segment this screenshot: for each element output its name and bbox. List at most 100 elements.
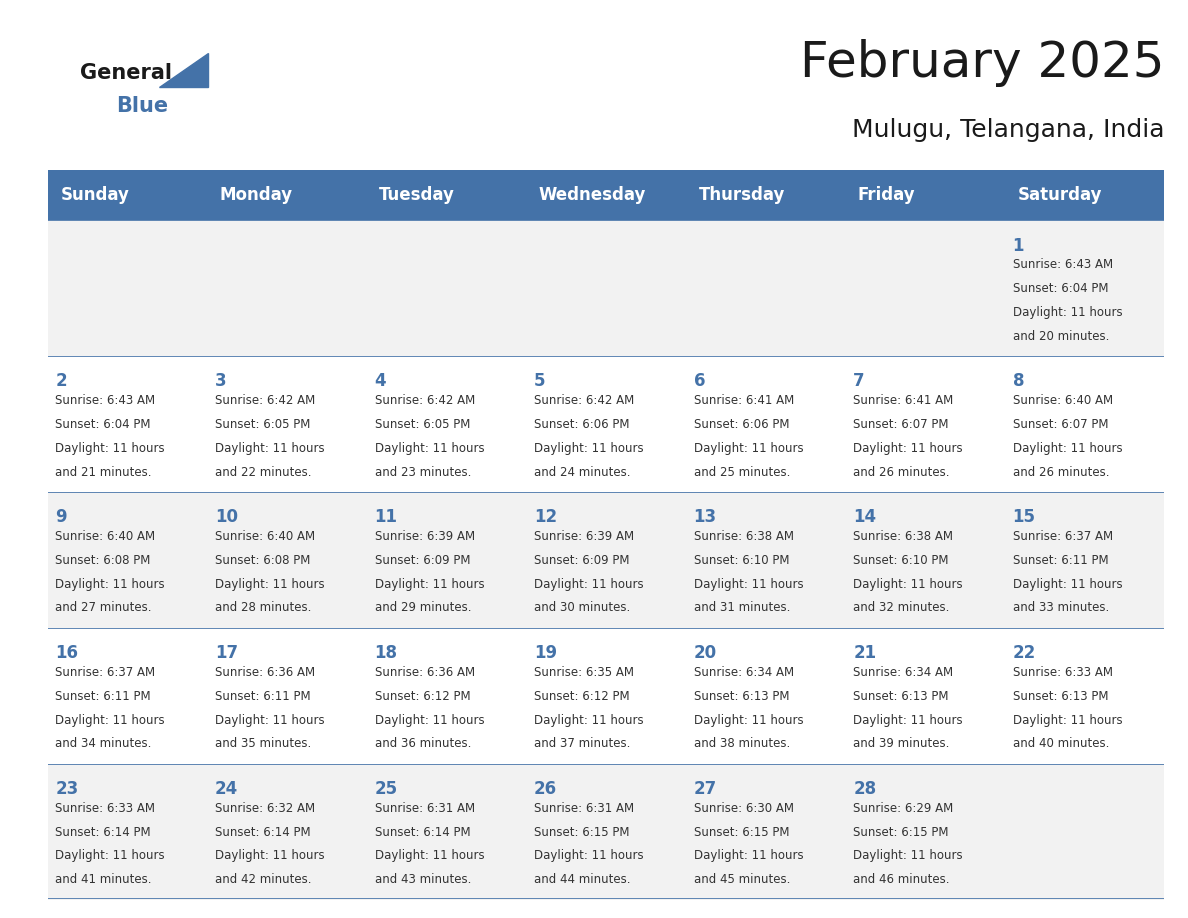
Text: 28: 28 (853, 780, 877, 798)
Text: and 25 minutes.: and 25 minutes. (694, 465, 790, 478)
Text: 1: 1 (1012, 237, 1024, 254)
Text: and 45 minutes.: and 45 minutes. (694, 873, 790, 886)
Text: Sunset: 6:11 PM: Sunset: 6:11 PM (215, 689, 310, 703)
Text: Tuesday: Tuesday (379, 186, 455, 204)
FancyBboxPatch shape (685, 170, 845, 220)
Text: Daylight: 11 hours: Daylight: 11 hours (694, 849, 803, 862)
Text: Sunset: 6:09 PM: Sunset: 6:09 PM (535, 554, 630, 567)
Text: Daylight: 11 hours: Daylight: 11 hours (853, 713, 962, 726)
Text: Sunset: 6:10 PM: Sunset: 6:10 PM (853, 554, 949, 567)
Text: Mulugu, Telangana, India: Mulugu, Telangana, India (852, 118, 1164, 142)
Text: Daylight: 11 hours: Daylight: 11 hours (694, 577, 803, 590)
Text: and 24 minutes.: and 24 minutes. (535, 465, 631, 478)
Text: Sunrise: 6:31 AM: Sunrise: 6:31 AM (374, 801, 475, 815)
Text: Daylight: 11 hours: Daylight: 11 hours (374, 577, 485, 590)
Text: Daylight: 11 hours: Daylight: 11 hours (215, 713, 324, 726)
Text: and 46 minutes.: and 46 minutes. (853, 873, 949, 886)
Text: Sunset: 6:05 PM: Sunset: 6:05 PM (215, 418, 310, 431)
Text: and 28 minutes.: and 28 minutes. (215, 601, 311, 614)
Text: and 35 minutes.: and 35 minutes. (215, 737, 311, 750)
Text: and 26 minutes.: and 26 minutes. (853, 465, 949, 478)
FancyBboxPatch shape (845, 628, 1005, 764)
Text: Sunset: 6:11 PM: Sunset: 6:11 PM (1012, 554, 1108, 567)
Text: Sunset: 6:11 PM: Sunset: 6:11 PM (56, 689, 151, 703)
Text: Daylight: 11 hours: Daylight: 11 hours (56, 713, 165, 726)
Text: and 32 minutes.: and 32 minutes. (853, 601, 949, 614)
Polygon shape (159, 53, 208, 87)
Text: Sunset: 6:15 PM: Sunset: 6:15 PM (853, 825, 949, 839)
Text: Sunset: 6:09 PM: Sunset: 6:09 PM (374, 554, 470, 567)
Text: Sunrise: 6:30 AM: Sunrise: 6:30 AM (694, 801, 794, 815)
Text: 18: 18 (374, 644, 398, 662)
Text: Saturday: Saturday (1017, 186, 1102, 204)
Text: Sunrise: 6:39 AM: Sunrise: 6:39 AM (374, 530, 475, 543)
Text: 15: 15 (1012, 509, 1036, 526)
Text: Sunset: 6:14 PM: Sunset: 6:14 PM (374, 825, 470, 839)
Text: Sunset: 6:13 PM: Sunset: 6:13 PM (694, 689, 789, 703)
Text: Sunrise: 6:37 AM: Sunrise: 6:37 AM (56, 666, 156, 679)
Text: Sunrise: 6:43 AM: Sunrise: 6:43 AM (1012, 258, 1113, 272)
Text: and 22 minutes.: and 22 minutes. (215, 465, 311, 478)
Text: Sunset: 6:06 PM: Sunset: 6:06 PM (694, 418, 789, 431)
Text: and 21 minutes.: and 21 minutes. (56, 465, 152, 478)
Text: Sunrise: 6:39 AM: Sunrise: 6:39 AM (535, 530, 634, 543)
Text: Sunrise: 6:41 AM: Sunrise: 6:41 AM (853, 394, 954, 408)
Text: Daylight: 11 hours: Daylight: 11 hours (535, 849, 644, 862)
Text: Daylight: 11 hours: Daylight: 11 hours (374, 713, 485, 726)
FancyBboxPatch shape (207, 492, 367, 628)
Text: Daylight: 11 hours: Daylight: 11 hours (535, 713, 644, 726)
FancyBboxPatch shape (1005, 356, 1164, 492)
FancyBboxPatch shape (685, 220, 845, 356)
Text: Sunrise: 6:33 AM: Sunrise: 6:33 AM (56, 801, 156, 815)
Text: 21: 21 (853, 644, 877, 662)
Text: 26: 26 (535, 780, 557, 798)
FancyBboxPatch shape (526, 170, 685, 220)
Text: Sunrise: 6:33 AM: Sunrise: 6:33 AM (1012, 666, 1113, 679)
Text: Sunrise: 6:42 AM: Sunrise: 6:42 AM (374, 394, 475, 408)
Text: Sunset: 6:04 PM: Sunset: 6:04 PM (1012, 282, 1108, 296)
FancyBboxPatch shape (1005, 220, 1164, 356)
Text: 5: 5 (535, 373, 545, 390)
FancyBboxPatch shape (685, 764, 845, 900)
Text: Sunset: 6:07 PM: Sunset: 6:07 PM (853, 418, 949, 431)
Text: 12: 12 (535, 509, 557, 526)
Text: Sunset: 6:13 PM: Sunset: 6:13 PM (1012, 689, 1108, 703)
Text: 7: 7 (853, 373, 865, 390)
Text: and 26 minutes.: and 26 minutes. (1012, 465, 1110, 478)
Text: and 36 minutes.: and 36 minutes. (374, 737, 470, 750)
Text: Sunrise: 6:38 AM: Sunrise: 6:38 AM (694, 530, 794, 543)
FancyBboxPatch shape (367, 356, 526, 492)
Text: Sunrise: 6:40 AM: Sunrise: 6:40 AM (1012, 394, 1113, 408)
Text: and 30 minutes.: and 30 minutes. (535, 601, 631, 614)
Text: Sunrise: 6:36 AM: Sunrise: 6:36 AM (215, 666, 315, 679)
Text: General: General (80, 63, 171, 83)
Text: Daylight: 11 hours: Daylight: 11 hours (215, 577, 324, 590)
FancyBboxPatch shape (207, 356, 367, 492)
FancyBboxPatch shape (526, 220, 685, 356)
FancyBboxPatch shape (845, 764, 1005, 900)
Text: Sunset: 6:14 PM: Sunset: 6:14 PM (215, 825, 310, 839)
FancyBboxPatch shape (367, 220, 526, 356)
Text: Sunset: 6:12 PM: Sunset: 6:12 PM (374, 689, 470, 703)
FancyBboxPatch shape (48, 170, 207, 220)
FancyBboxPatch shape (685, 356, 845, 492)
FancyBboxPatch shape (48, 356, 207, 492)
Text: Daylight: 11 hours: Daylight: 11 hours (56, 577, 165, 590)
Text: 19: 19 (535, 644, 557, 662)
FancyBboxPatch shape (367, 628, 526, 764)
FancyBboxPatch shape (367, 492, 526, 628)
FancyBboxPatch shape (207, 220, 367, 356)
Text: and 34 minutes.: and 34 minutes. (56, 737, 152, 750)
FancyBboxPatch shape (526, 492, 685, 628)
Text: and 42 minutes.: and 42 minutes. (215, 873, 311, 886)
Text: and 31 minutes.: and 31 minutes. (694, 601, 790, 614)
Text: Sunrise: 6:31 AM: Sunrise: 6:31 AM (535, 801, 634, 815)
FancyBboxPatch shape (526, 628, 685, 764)
FancyBboxPatch shape (48, 764, 207, 900)
Text: Daylight: 11 hours: Daylight: 11 hours (1012, 306, 1123, 319)
Text: Daylight: 11 hours: Daylight: 11 hours (56, 442, 165, 454)
Text: Daylight: 11 hours: Daylight: 11 hours (853, 577, 962, 590)
FancyBboxPatch shape (367, 170, 526, 220)
Text: 11: 11 (374, 509, 398, 526)
Text: Daylight: 11 hours: Daylight: 11 hours (694, 713, 803, 726)
